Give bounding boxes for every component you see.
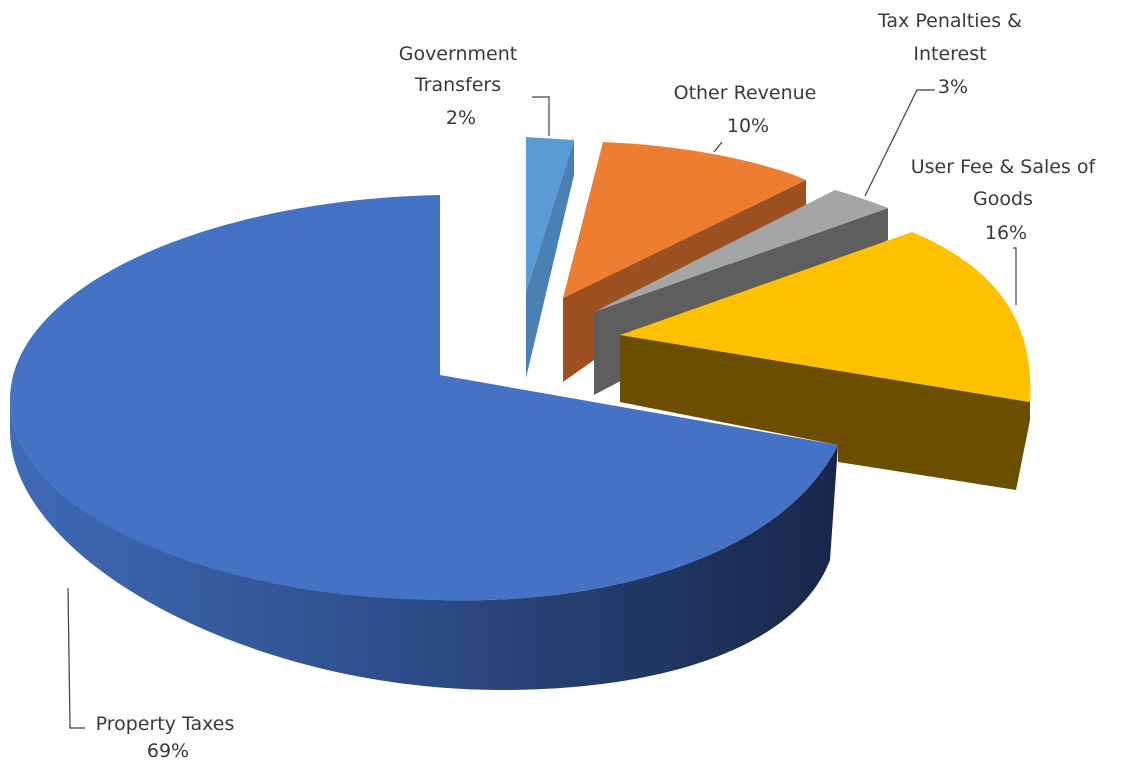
label-government-transfers: Government Transfers 2%: [399, 43, 524, 129]
leader-property-taxes: [67, 587, 85, 729]
slice-user-fee[interactable]: [620, 232, 1031, 490]
slice-government-transfers[interactable]: [526, 137, 574, 378]
label-tax-penalties-line2: Interest: [913, 43, 986, 65]
leader-tax-penalties: [864, 89, 935, 197]
label-other-revenue: Other Revenue 10%: [674, 82, 823, 137]
label-user-fee: User Fee & Sales of Goods 16%: [911, 156, 1101, 244]
label-property-taxes-name: Property Taxes: [96, 713, 235, 735]
slice-property-taxes-side: [10, 400, 838, 690]
label-government-transfers-line2: Transfers: [414, 74, 501, 96]
slice-other-revenue-top: [563, 142, 806, 298]
label-property-taxes: Property Taxes 69%: [96, 713, 241, 762]
label-property-taxes-pct: 69%: [147, 740, 189, 762]
label-government-transfers-line1: Government: [399, 43, 518, 65]
label-user-fee-line2: Goods: [973, 188, 1033, 210]
label-government-transfers-pct: 2%: [446, 107, 476, 129]
slice-property-taxes[interactable]: [10, 195, 838, 690]
leader-other-revenue: [713, 141, 723, 153]
label-other-revenue-name: Other Revenue: [674, 82, 817, 104]
label-user-fee-pct: 16%: [985, 222, 1027, 244]
label-tax-penalties-line1: Tax Penalties &: [877, 10, 1022, 32]
leader-government-transfers: [532, 96, 550, 136]
slice-tax-penalties-top: [594, 190, 888, 312]
slice-user-fee-side: [620, 335, 1030, 490]
label-tax-penalties-pct: 3%: [938, 76, 968, 98]
label-user-fee-line1: User Fee & Sales of: [911, 156, 1097, 178]
label-other-revenue-pct: 10%: [727, 115, 769, 137]
label-tax-penalties: Tax Penalties & Interest 3%: [877, 10, 1028, 98]
slice-government-transfers-side: [526, 140, 574, 378]
leader-user-fee: [1013, 247, 1017, 305]
slice-government-transfers-top: [526, 137, 574, 292]
slice-property-taxes-top: [10, 195, 838, 601]
slice-user-fee-top: [620, 232, 1031, 402]
